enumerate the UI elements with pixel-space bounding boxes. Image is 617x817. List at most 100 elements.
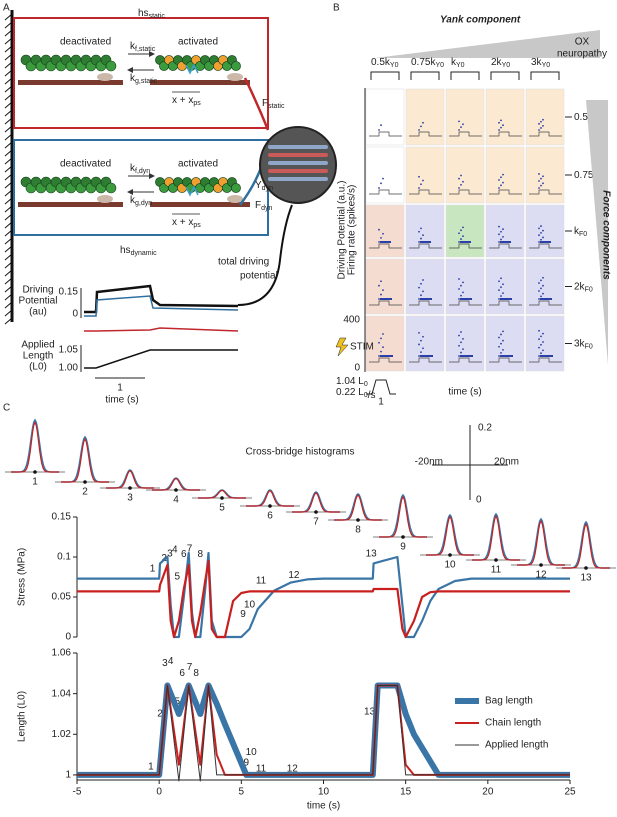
spike-band [500,298,512,300]
distance-label-sub: ps [193,100,201,107]
column-label-sub: Y0 [502,62,511,69]
y-tick-label: 0 [65,632,71,643]
wall-hatch [4,45,13,53]
cell-trace [529,357,562,363]
x-label: time (s) [448,387,481,398]
wall-hatch [4,157,13,165]
stim-icon [335,337,349,357]
spike-dot [542,276,544,279]
spike-dot [462,226,464,229]
force-wedge [586,100,608,365]
scale-label: -20nm [415,457,443,468]
row-label-main: 0.5k [574,112,594,123]
force-label-sub: dyn [261,205,272,212]
column-label-main: 0.75k [411,57,436,68]
spike-dot [460,341,462,344]
wall-hatch [4,229,13,237]
y-tick-label: 0.1 [57,552,71,563]
spike-dot [498,355,500,357]
wall-hatch [4,53,13,61]
wall-hatch [4,37,13,45]
spike-dot [498,187,500,189]
column-label-main: 0.5k [371,57,391,68]
cell-trace [369,131,402,137]
spike-dot [380,350,382,353]
spike-band [380,241,391,243]
myosin-bead [231,61,241,71]
myosin-bead [105,182,117,194]
cell [525,204,565,258]
spike-dot [378,355,380,357]
spike-dot [500,176,502,179]
hist-curve [472,512,520,561]
cell [365,258,405,315]
hs-box [13,17,269,129]
hist-curve [61,438,109,483]
mini-ylabel: Length [23,351,54,362]
spike-dot [540,279,542,282]
spike-dot [462,123,464,126]
spike-dot [538,282,540,284]
annotation: 1 [148,761,154,772]
x-tick-label: 5 [239,787,245,798]
spike-dot [380,337,382,340]
spike-dot [540,225,542,227]
cell [485,204,525,258]
wall-hatch [4,69,13,77]
spike-dot [458,241,460,243]
stim-rate-main: /s [368,390,376,401]
annotation: 5 [174,572,180,583]
spike-dot [500,333,502,336]
mini-tick: 0 [72,309,78,320]
rate-label: kf,dyn [130,163,150,175]
spike-dot [502,173,504,176]
force-label: Fstatic [262,98,285,110]
spike-band [540,355,553,357]
spike-band [380,298,392,300]
mini-ylabel: Applied [21,340,54,351]
mini-trace [84,349,238,369]
cell-trace [369,357,402,363]
spike-dot [542,341,544,343]
force-label: Ydyn [255,180,273,192]
spike-dot [542,332,544,335]
spike-dot [378,187,380,189]
spike-dot [462,291,464,294]
wall-hatch [4,245,13,253]
y-tick-label: 1.02 [52,729,72,740]
column-label: 0.5kY0 [371,57,399,69]
stim-rate-sub: 0 [364,392,368,399]
hs-title-sub: dynamic [131,250,158,257]
wall-hatch [4,277,13,285]
series-line [77,559,570,639]
spike-dot [500,342,502,345]
cell [405,315,445,372]
spike-dot [422,179,424,182]
scale-label: 1 [117,383,123,394]
spike-dot [502,235,504,238]
cell-trace [489,300,522,306]
distance-label-main: x + x [172,95,193,106]
hist-curve [198,489,246,499]
rate-label-sub: f,dyn [135,168,150,175]
ox-label: neuropathy [557,49,607,60]
hist-curve [379,495,427,538]
hist-marker [539,563,543,567]
row-label-sub: F0 [585,343,593,350]
annotation: 11 [256,763,267,774]
spike-dot [538,173,540,175]
spike-dot [502,124,504,127]
hist-marker [174,488,178,492]
spike-dot [420,237,422,240]
spike-dot [538,122,540,125]
spike-dot [420,339,422,342]
column-label: 3kY0 [531,57,550,69]
hist-curve [517,517,565,566]
cell [485,88,525,146]
force-label-main: F [255,200,261,211]
spike-dot [540,287,542,290]
column-label-sub: Y0 [542,62,551,69]
annotation: 10 [244,600,256,611]
spike-dot [382,177,384,180]
cell-trace [369,300,402,306]
